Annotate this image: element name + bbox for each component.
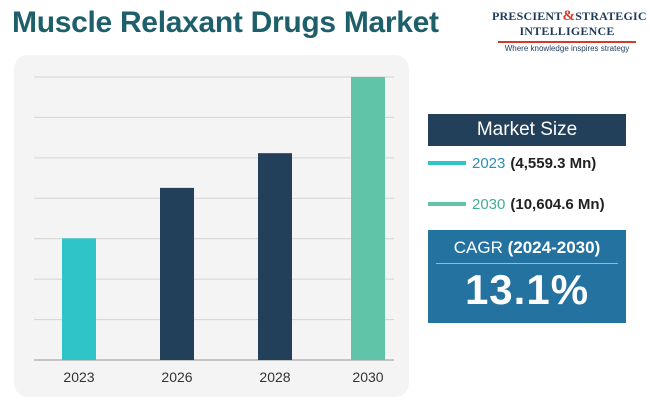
x-tick-label: 2023 <box>63 369 94 385</box>
legend-value-2023: (4,559.3 Mn) <box>510 154 597 172</box>
legend-row-2030: 2030 (10,604.6 Mn) <box>428 192 605 216</box>
cagr-divider <box>436 263 618 264</box>
bar-2026 <box>160 187 194 360</box>
x-tick-label: 2030 <box>352 369 383 385</box>
cagr-label: CAGR (2024-2030) <box>453 238 601 257</box>
bar-chart: 2023 2026 2028 2030 <box>34 76 394 385</box>
logo-line1: PRESCIENT&STRATEGIC <box>492 8 647 24</box>
cagr-box: CAGR (2024-2030) 13.1% <box>428 230 626 323</box>
legend-value-2030: (10,604.6 Mn) <box>510 195 605 213</box>
logo-tagline: Where knowledge inspires strategy <box>504 44 630 53</box>
chart-panel: 2023 2026 2028 2030 <box>14 55 409 397</box>
x-tick-label: 2026 <box>161 369 192 385</box>
bar-2023 <box>62 238 96 360</box>
legend-swatch-2030 <box>428 202 466 206</box>
legend-row-2023: 2023 (4,559.3 Mn) <box>428 151 596 175</box>
bar-2030 <box>351 77 385 360</box>
cagr-value: 13.1% <box>464 266 590 313</box>
logo-line2: INTELLIGENCE <box>519 24 615 38</box>
market-size-header: Market Size <box>428 114 626 146</box>
legend-swatch-2023 <box>428 161 466 165</box>
x-tick-label: 2028 <box>259 369 290 385</box>
page-title: Muscle Relaxant Drugs Market <box>12 6 439 39</box>
bar-2028 <box>258 153 292 360</box>
company-logo: PRESCIENT&STRATEGIC INTELLIGENCE Where k… <box>492 8 647 53</box>
legend-year-2030: 2030 <box>472 195 506 213</box>
legend-year-2023: 2023 <box>472 154 506 172</box>
logo-divider <box>498 41 636 43</box>
